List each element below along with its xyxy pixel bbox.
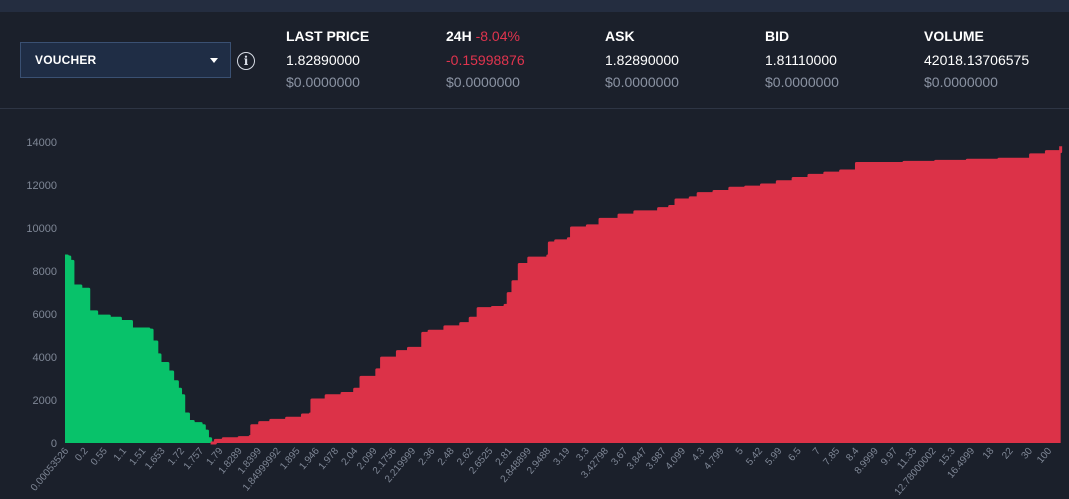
- x-tick-label: 5: [734, 446, 746, 458]
- market-selector-value: VOUCHER: [35, 53, 97, 67]
- bid-depth-line: [65, 254, 213, 443]
- y-tick-label: 14000: [26, 137, 57, 149]
- stat-usd-value: $0.0000000: [286, 74, 360, 90]
- x-tick-label: 100: [1035, 446, 1054, 466]
- stat-volume: VOLUME 42018.13706575 $0.0000000: [924, 28, 1029, 90]
- caret-down-icon: [210, 58, 218, 63]
- ask-depth-area: [210, 146, 1061, 444]
- stat-last-price: LAST PRICE 1.82890000 $0.0000000: [286, 28, 369, 90]
- y-tick-label: 0: [51, 438, 57, 450]
- x-tick-label: 2.48: [436, 446, 457, 468]
- y-tick-label: 10000: [26, 223, 57, 235]
- x-tick-label: 0.55: [89, 446, 110, 468]
- stat-title: VOLUME: [924, 28, 984, 44]
- stat-value: 1.82890000: [605, 52, 679, 68]
- x-tick-label: 2.36: [417, 446, 438, 468]
- market-selector-dropdown[interactable]: VOUCHER: [20, 42, 231, 78]
- y-tick-label: 6000: [33, 309, 57, 321]
- x-tick-label: 1.757: [182, 446, 207, 473]
- stat-usd-value: $0.0000000: [924, 74, 998, 90]
- x-tick-label: 3.847: [625, 446, 650, 473]
- top-bar: [0, 0, 1069, 12]
- stat-value: -0.15998876: [446, 52, 525, 68]
- x-tick-label: 0.00053526: [29, 446, 72, 494]
- x-tick-label: 30: [1019, 446, 1035, 462]
- stat-value: 1.82890000: [286, 52, 360, 68]
- stat-title: BID: [765, 28, 790, 44]
- stat-usd-value: $0.0000000: [765, 74, 839, 90]
- x-tick-label: 3.19: [551, 446, 572, 468]
- stat-bid: BID 1.81110000 $0.0000000: [765, 28, 839, 90]
- x-tick-label: 7: [811, 446, 823, 458]
- x-tick-label: 6.5: [786, 446, 804, 464]
- info-icon[interactable]: i: [237, 52, 255, 70]
- x-tick-label: 7.85: [821, 446, 842, 468]
- x-tick-label: 4.099: [664, 446, 689, 473]
- stat-title: 24H -8.04%: [446, 28, 525, 48]
- stat-usd-value: $0.0000000: [605, 74, 679, 90]
- y-tick-label: 4000: [33, 352, 57, 364]
- stat-title-label: 24H: [446, 28, 472, 44]
- stat-value: 1.81110000: [765, 52, 837, 68]
- market-header: VOUCHER i LAST PRICE 1.82890000 $0.00000…: [0, 12, 1069, 109]
- depth-chart[interactable]: 0 2000 4000 6000 8000 10000 12000 14000 0.000535…: [0, 110, 1069, 499]
- stat-ask: ASK 1.82890000 $0.0000000: [605, 28, 679, 90]
- x-tick-label: 4.799: [702, 446, 727, 473]
- ask-depth-line: [210, 146, 1063, 445]
- x-tick-label: 1.653: [143, 446, 168, 473]
- x-tick-label: 1.895: [278, 446, 303, 473]
- x-tick-label: 5.42: [744, 446, 765, 468]
- x-tick-label: 22: [1000, 446, 1016, 462]
- x-tick-label: 1.946: [297, 446, 322, 473]
- x-tick-label: 18: [981, 446, 997, 462]
- stat-title: ASK: [605, 28, 635, 44]
- x-tick-label: 3.987: [644, 446, 669, 473]
- stat-usd-value: $0.0000000: [446, 74, 520, 90]
- change-percent: -8.04%: [475, 28, 520, 44]
- x-tick-label: 1.978: [317, 446, 342, 473]
- y-tick-label: 2000: [33, 395, 57, 407]
- stat-24h-change: 24H -8.04% -0.15998876 $0.0000000: [446, 28, 525, 90]
- y-tick-label: 8000: [33, 266, 57, 278]
- stat-title: LAST PRICE: [286, 28, 370, 44]
- y-tick-label: 12000: [26, 180, 57, 192]
- x-tick-label: 5.99: [764, 446, 785, 468]
- stat-value: 42018.13706575: [924, 52, 1030, 68]
- bid-depth-area: [65, 255, 211, 443]
